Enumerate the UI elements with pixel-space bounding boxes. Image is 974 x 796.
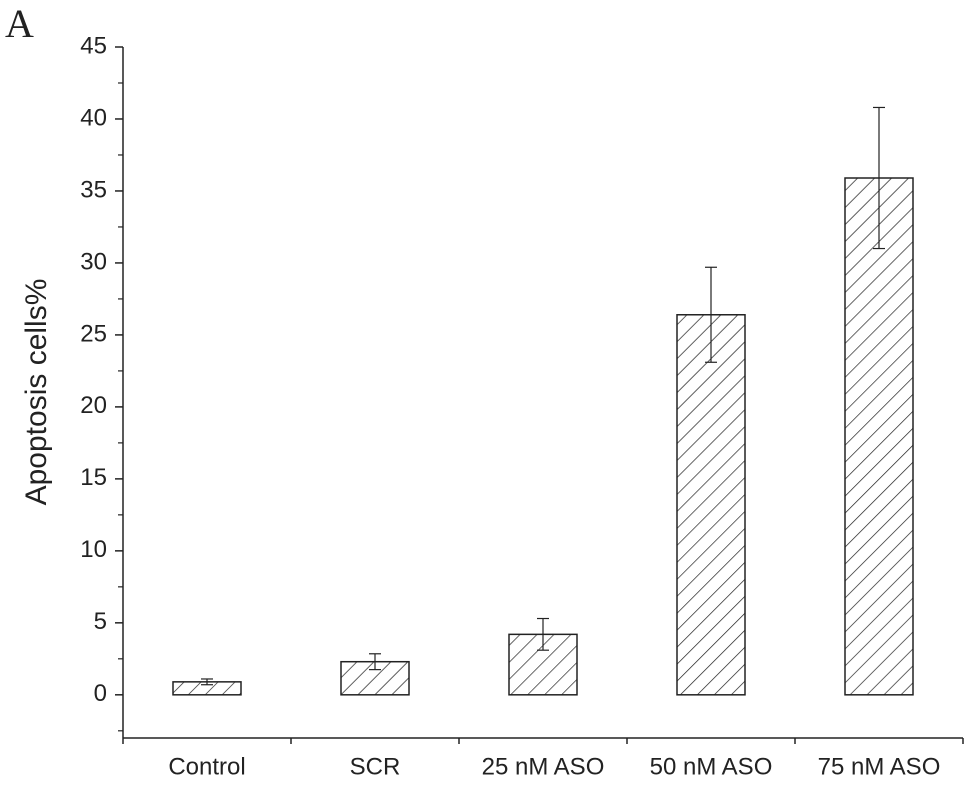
x-tick-label: 25 nM ASO — [482, 753, 605, 780]
y-tick-label: 45 — [80, 32, 107, 59]
y-tick-label: 40 — [80, 104, 107, 131]
x-tick-label: SCR — [350, 753, 401, 780]
y-tick-label: 25 — [80, 320, 107, 347]
bar — [844, 177, 914, 696]
y-tick-label: 30 — [80, 248, 107, 275]
y-tick-label: 20 — [80, 392, 107, 419]
y-tick-label: 5 — [94, 608, 107, 635]
y-tick-label: 10 — [80, 536, 107, 563]
y-tick-label: 15 — [80, 464, 107, 491]
x-tick-label: 50 nM ASO — [650, 753, 773, 780]
panel-label: A — [5, 1, 34, 46]
x-tick-label: 75 nM ASO — [818, 753, 941, 780]
x-tick-label: Control — [168, 753, 245, 780]
bar — [676, 314, 746, 696]
y-tick-label: 0 — [94, 680, 107, 707]
y-axis-label: Apoptosis cells% — [20, 279, 53, 506]
y-tick-label: 35 — [80, 176, 107, 203]
